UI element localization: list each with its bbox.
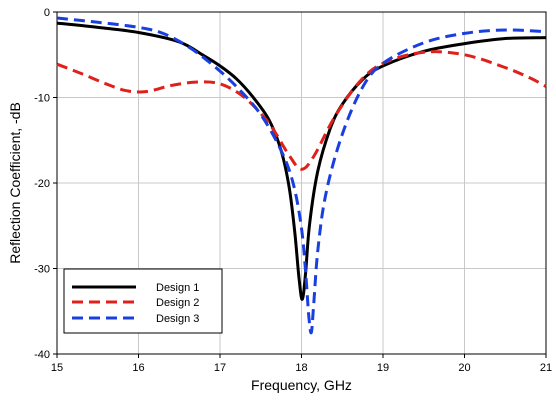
x-tick-label: 17 bbox=[214, 362, 226, 374]
x-axis-title: Frequency, GHz bbox=[251, 377, 352, 393]
x-tick-label: 20 bbox=[458, 362, 470, 374]
x-tick-label: 15 bbox=[51, 362, 63, 374]
series-line-design-2 bbox=[56, 50, 547, 171]
legend: Design 1 Design 2 Design 3 bbox=[63, 268, 223, 334]
x-tick-label: 16 bbox=[132, 362, 144, 374]
y-tick-label: -30 bbox=[34, 264, 50, 276]
y-tick-label: 0 bbox=[44, 7, 50, 19]
series-line-design-3 bbox=[56, 16, 547, 335]
y-tick-label: -20 bbox=[34, 178, 50, 190]
y-tick-label: -40 bbox=[34, 349, 50, 361]
series-lines bbox=[56, 16, 547, 335]
y-tick-label: -10 bbox=[34, 93, 50, 105]
legend-label-design-1: Design 1 bbox=[156, 282, 199, 294]
x-tick-label: 19 bbox=[377, 362, 389, 374]
y-axis-title: Reflection Coefficient, -dB bbox=[7, 102, 23, 264]
legend-label-design-2: Design 2 bbox=[156, 297, 199, 309]
x-tick-label: 18 bbox=[295, 362, 307, 374]
series-line-design-1 bbox=[56, 21, 547, 301]
legend-label-design-3: Design 3 bbox=[156, 313, 199, 325]
x-tick-label: 21 bbox=[540, 362, 552, 374]
axis-ticks: 15 16 17 18 19 20 21 0 -10 -20 -30 -40 bbox=[34, 7, 552, 374]
grid-lines bbox=[57, 12, 546, 354]
